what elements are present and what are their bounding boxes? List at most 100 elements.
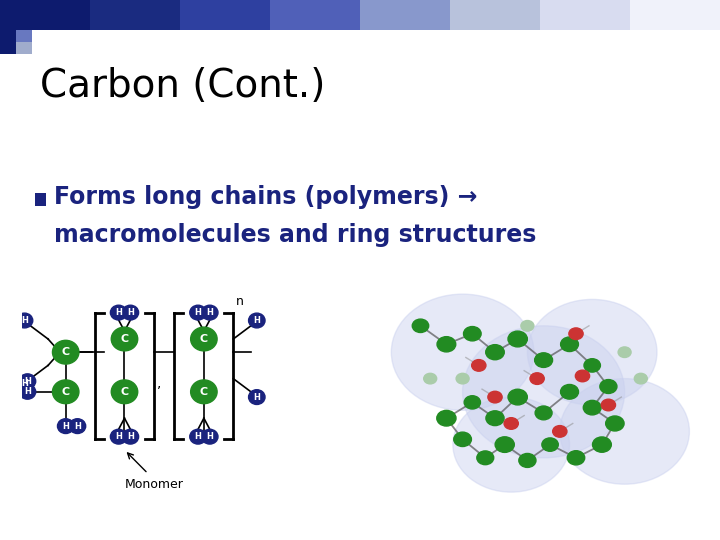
Circle shape xyxy=(486,345,504,360)
Circle shape xyxy=(606,416,624,431)
Text: C: C xyxy=(200,387,208,397)
Circle shape xyxy=(191,380,217,404)
Text: H: H xyxy=(62,422,69,430)
Circle shape xyxy=(464,396,480,409)
Circle shape xyxy=(453,397,570,492)
Text: H: H xyxy=(207,308,213,317)
Text: H: H xyxy=(194,432,202,441)
Text: H: H xyxy=(194,308,202,317)
Circle shape xyxy=(535,406,552,420)
Circle shape xyxy=(519,454,536,468)
Circle shape xyxy=(58,418,74,434)
Text: H: H xyxy=(115,308,122,317)
Circle shape xyxy=(463,326,625,458)
Circle shape xyxy=(593,437,611,453)
Circle shape xyxy=(190,305,206,320)
Circle shape xyxy=(456,373,469,384)
Circle shape xyxy=(110,429,127,444)
Text: H: H xyxy=(24,377,31,386)
Circle shape xyxy=(521,321,534,331)
Circle shape xyxy=(464,327,481,341)
Circle shape xyxy=(477,451,494,465)
Circle shape xyxy=(112,380,138,404)
Circle shape xyxy=(569,328,583,340)
Text: H: H xyxy=(21,316,28,325)
Text: C: C xyxy=(200,334,208,344)
Circle shape xyxy=(110,305,127,320)
Circle shape xyxy=(17,376,33,392)
Text: ,: , xyxy=(157,375,161,389)
Circle shape xyxy=(392,294,534,410)
Circle shape xyxy=(535,353,552,367)
Circle shape xyxy=(542,438,558,451)
Circle shape xyxy=(191,327,217,351)
Text: macromolecules and ring structures: macromolecules and ring structures xyxy=(54,223,536,247)
Circle shape xyxy=(488,392,502,403)
Circle shape xyxy=(122,305,139,320)
Circle shape xyxy=(601,399,616,411)
Circle shape xyxy=(634,373,647,384)
Text: Forms long chains (polymers) →: Forms long chains (polymers) → xyxy=(54,185,477,209)
Bar xyxy=(16,42,32,54)
Circle shape xyxy=(472,360,486,371)
Circle shape xyxy=(19,384,36,399)
Text: H: H xyxy=(127,432,134,441)
Circle shape xyxy=(69,418,86,434)
Bar xyxy=(16,30,32,42)
Bar xyxy=(630,0,720,30)
Circle shape xyxy=(508,331,527,347)
Circle shape xyxy=(508,389,527,405)
Bar xyxy=(0,0,90,30)
Circle shape xyxy=(248,313,265,328)
Circle shape xyxy=(19,374,36,389)
Text: C: C xyxy=(120,387,129,397)
Text: H: H xyxy=(24,387,31,396)
Circle shape xyxy=(190,429,206,444)
Circle shape xyxy=(202,429,218,444)
Circle shape xyxy=(248,390,265,404)
Circle shape xyxy=(560,379,690,484)
Circle shape xyxy=(112,327,138,351)
Bar xyxy=(360,0,450,30)
Circle shape xyxy=(53,380,79,404)
Circle shape xyxy=(437,410,456,426)
Text: Monomer: Monomer xyxy=(125,478,184,491)
Text: H: H xyxy=(74,422,81,430)
Bar xyxy=(0,30,16,54)
Circle shape xyxy=(584,359,600,372)
Text: C: C xyxy=(120,334,129,344)
Circle shape xyxy=(618,347,631,357)
Circle shape xyxy=(495,437,514,453)
Circle shape xyxy=(454,432,472,447)
Circle shape xyxy=(600,380,617,394)
Text: C: C xyxy=(62,387,70,397)
Circle shape xyxy=(567,451,585,465)
Circle shape xyxy=(528,299,657,405)
Circle shape xyxy=(437,336,456,352)
Text: n: n xyxy=(236,295,244,308)
Circle shape xyxy=(202,305,218,320)
Circle shape xyxy=(561,337,578,352)
Circle shape xyxy=(561,384,578,399)
Bar xyxy=(270,0,360,30)
Text: H: H xyxy=(127,308,134,317)
Circle shape xyxy=(530,373,544,384)
Text: H: H xyxy=(253,393,260,402)
Circle shape xyxy=(553,426,567,437)
Text: H: H xyxy=(115,432,122,441)
Text: H: H xyxy=(207,432,213,441)
Bar xyxy=(35,193,46,206)
Text: H: H xyxy=(21,380,28,388)
Text: Carbon (Cont.): Carbon (Cont.) xyxy=(40,68,325,105)
Bar xyxy=(180,0,270,30)
Text: C: C xyxy=(62,347,70,357)
Bar xyxy=(90,0,180,30)
Bar xyxy=(450,0,540,30)
Circle shape xyxy=(486,411,504,426)
Circle shape xyxy=(575,370,590,382)
Circle shape xyxy=(583,400,601,415)
Text: H: H xyxy=(253,316,260,325)
Circle shape xyxy=(122,429,139,444)
Circle shape xyxy=(17,313,33,328)
Circle shape xyxy=(53,340,79,364)
